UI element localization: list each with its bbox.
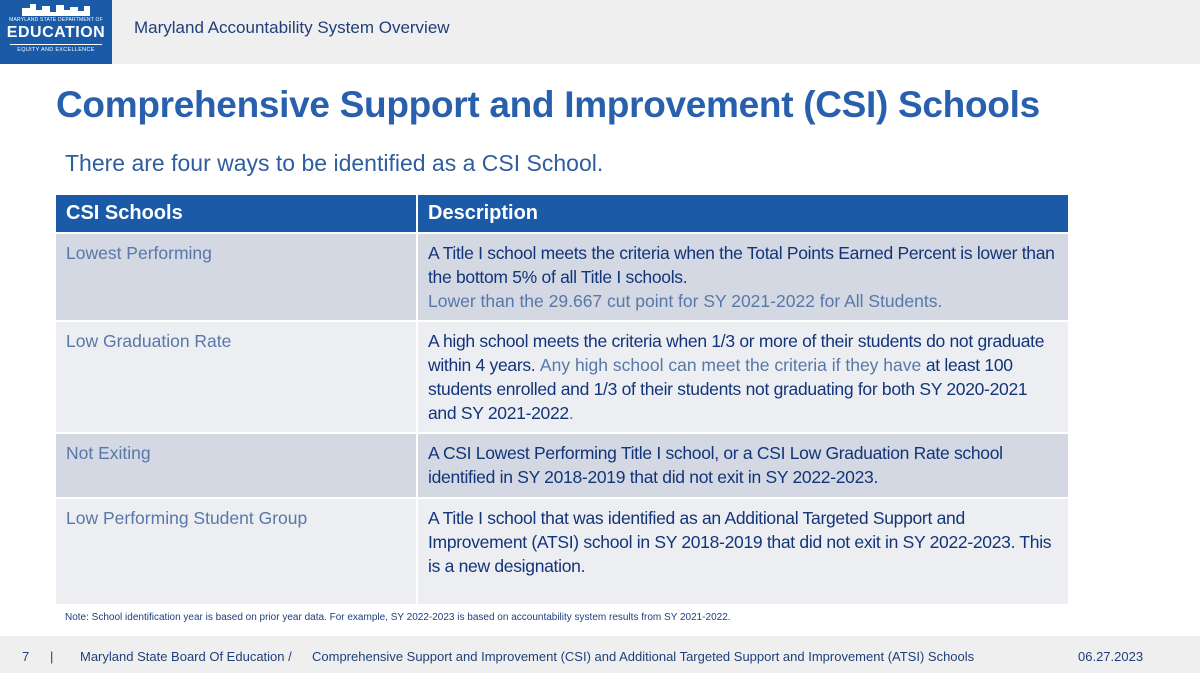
footer-date: 06.27.2023 [1078, 649, 1144, 664]
column-header-csi-schools: CSI Schools [56, 195, 418, 233]
description-main: A Title I school that was identified as … [428, 508, 1052, 576]
row-description: A high school meets the criteria when 1/… [417, 320, 1068, 433]
page-title: Comprehensive Support and Improvement (C… [56, 84, 1040, 125]
table-row: Not Exiting A CSI Lowest Performing Titl… [56, 432, 1068, 498]
row-name: Low Graduation Rate [56, 320, 418, 433]
description-main: A high school meets the criteria when 1/… [428, 331, 1045, 375]
header-title: Maryland Accountability System Overview [134, 18, 450, 37]
table-row: Low Graduation Rate A high school meets … [56, 320, 1068, 433]
footnote: Note: School identification year is base… [65, 612, 731, 623]
footer-separator: | [50, 649, 54, 664]
column-header-description: Description [417, 195, 1068, 233]
row-name: Lowest Performing [56, 232, 418, 321]
header-bar: MARYLAND STATE DEPARTMENT OF EDUCATION E… [0, 0, 1200, 64]
description-main: A CSI Lowest Performing Title I school, … [428, 443, 1003, 487]
logo-education-text: EDUCATION [6, 24, 106, 41]
row-description: A Title I school that was identified as … [417, 497, 1068, 604]
row-description: A CSI Lowest Performing Title I school, … [417, 432, 1068, 498]
footer-topic: Comprehensive Support and Improvement (C… [312, 649, 975, 664]
row-name: Low Performing Student Group [56, 497, 418, 604]
table-row: Low Performing Student Group A Title I s… [56, 497, 1068, 604]
page-number: 7 [22, 649, 30, 664]
row-name: Not Exiting [56, 432, 418, 498]
table-row: Lowest Performing A Title I school meets… [56, 232, 1068, 321]
row-description: A Title I school meets the criteria when… [417, 232, 1068, 321]
description-note: Lower than the 29.667 cut point for SY 2… [428, 291, 943, 311]
footer-org: Maryland State Board Of Education / [80, 649, 292, 664]
description-main: A Title I school meets the criteria when… [428, 243, 1055, 287]
description-end: . [568, 403, 574, 423]
logo-motto-text: EQUITY AND EXCELLENCE [10, 44, 102, 53]
logo-agency-text: MARYLAND STATE DEPARTMENT OF [9, 17, 103, 23]
page-subtitle: There are four ways to be identified as … [65, 150, 604, 176]
description-note: Any high school can meet the criteria if… [539, 355, 922, 375]
description-tail: at least 100 students enrolled and 1/3 o… [428, 355, 1028, 423]
msde-logo: MARYLAND STATE DEPARTMENT OF EDUCATION E… [0, 0, 112, 64]
csi-table: CSI Schools Description Lowest Performin… [56, 195, 1068, 604]
skyline-icon [22, 4, 90, 16]
table-header-row: CSI Schools Description [56, 195, 1068, 233]
footer-bar: 7 | Maryland State Board Of Education / … [0, 636, 1200, 673]
